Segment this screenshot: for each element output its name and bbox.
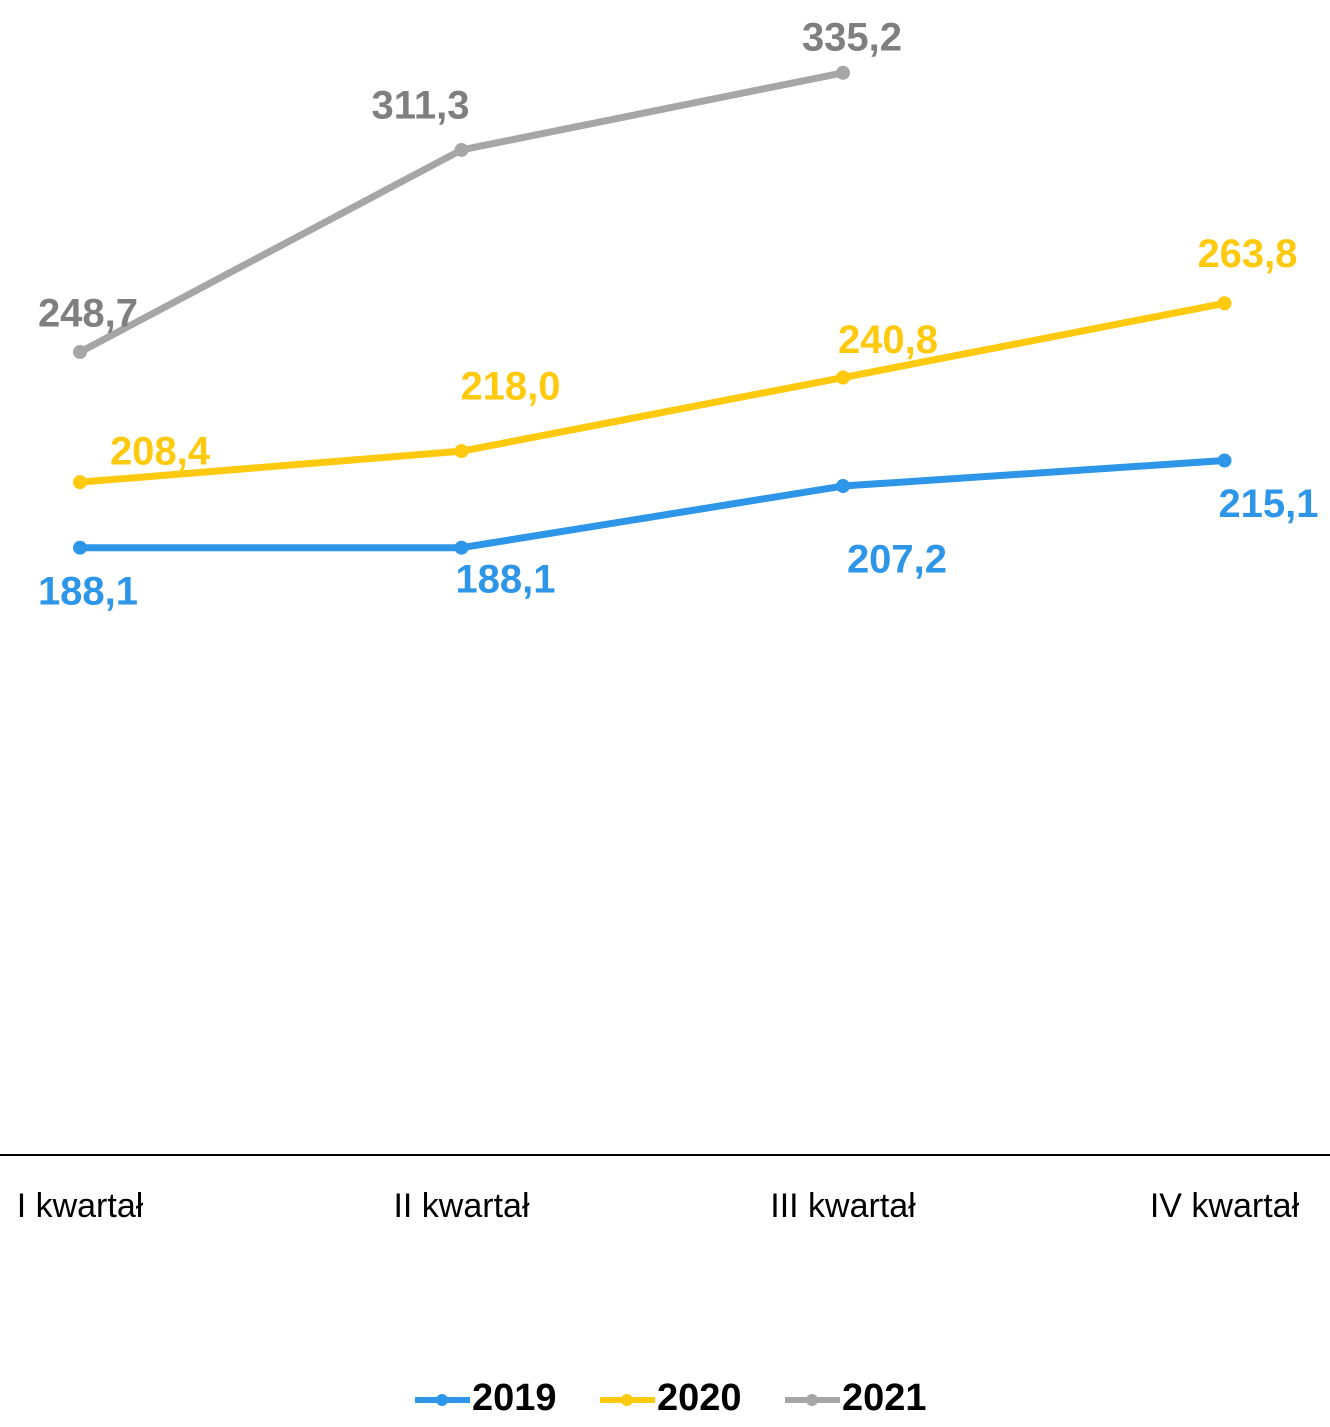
data-label: 188,1 xyxy=(38,569,138,613)
data-point xyxy=(1217,296,1232,311)
data-point xyxy=(836,370,850,385)
data-label: 311,3 xyxy=(372,84,470,128)
series-line xyxy=(80,457,1225,552)
x-tick-label: II kwartał xyxy=(393,1187,529,1225)
data-label: 215,1 xyxy=(1218,482,1318,526)
data-point xyxy=(1217,453,1232,468)
data-point xyxy=(454,142,469,157)
series-line xyxy=(79,299,1226,486)
legend-swatch-dot xyxy=(806,1394,818,1406)
data-point xyxy=(836,65,850,80)
data-label: 188,1 xyxy=(455,557,555,601)
x-tick-label: I kwartał xyxy=(17,1187,144,1225)
data-point xyxy=(836,479,850,494)
data-point xyxy=(454,540,469,555)
data-label: 335,2 xyxy=(802,15,902,59)
data-point xyxy=(454,444,469,459)
legend-label: 2019 xyxy=(472,1377,557,1419)
data-label: 207,2 xyxy=(847,538,947,582)
x-tick-label: IV kwartał xyxy=(1150,1187,1300,1225)
data-label: 263,8 xyxy=(1197,232,1297,276)
data-label: 240,8 xyxy=(838,318,938,362)
data-point xyxy=(73,345,87,360)
data-label: 208,4 xyxy=(110,430,211,474)
legend-label: 2020 xyxy=(657,1377,742,1419)
legend-swatch-dot xyxy=(621,1394,633,1406)
data-label: 248,7 xyxy=(38,292,138,336)
data-point xyxy=(73,540,87,555)
x-tick-label: III kwartał xyxy=(770,1187,916,1225)
data-point xyxy=(73,475,87,490)
legend-label: 2021 xyxy=(842,1377,927,1419)
data-label: 218,0 xyxy=(460,365,560,409)
legend-swatch-dot xyxy=(436,1394,448,1406)
